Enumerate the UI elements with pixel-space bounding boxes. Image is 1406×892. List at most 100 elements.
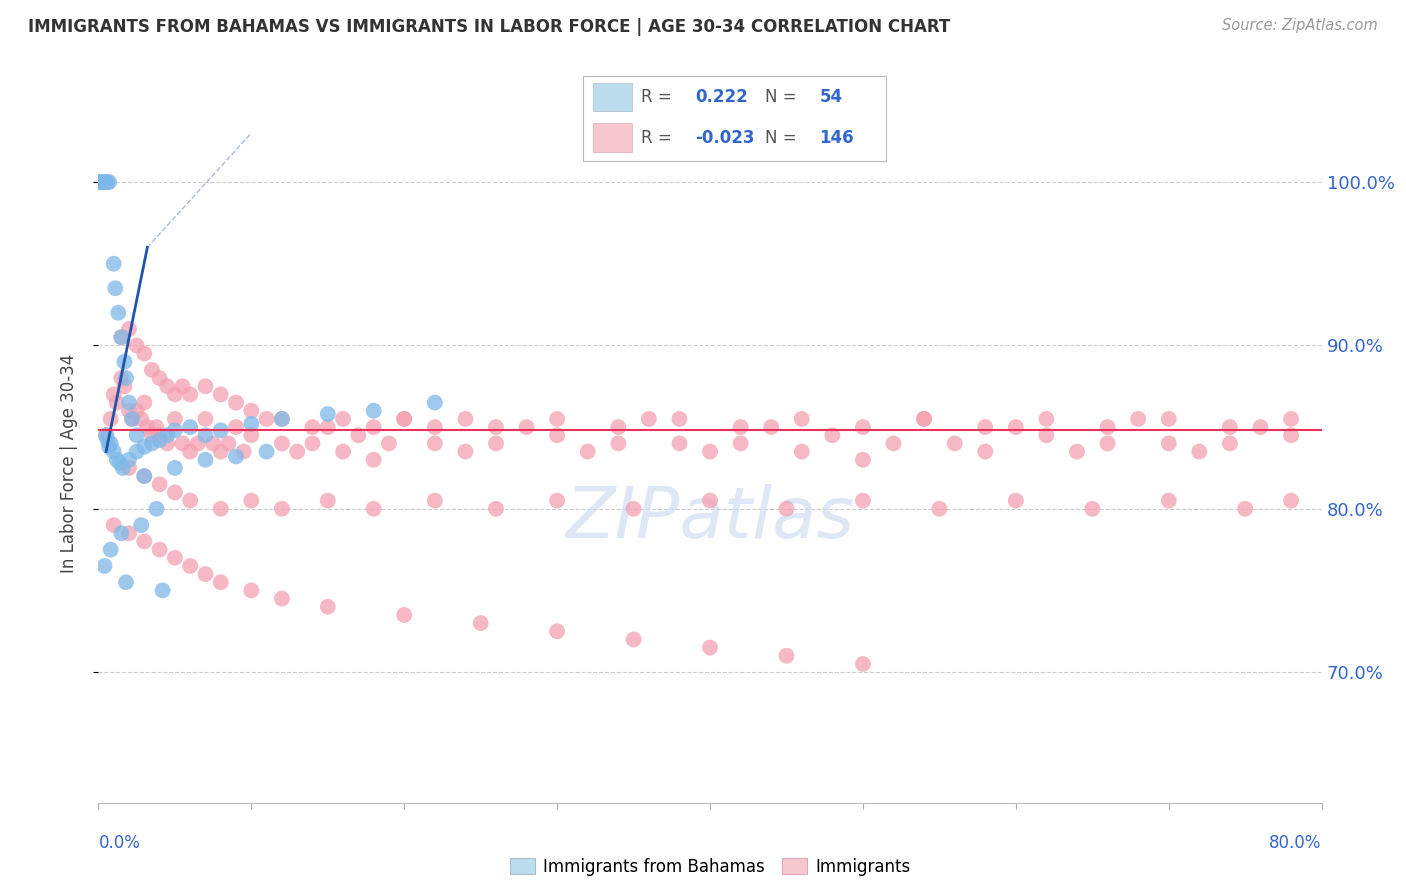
Point: [392, 412, 416, 426]
Point: [883, 436, 905, 450]
Point: [129, 518, 152, 533]
Point: [112, 379, 135, 393]
Point: [974, 444, 997, 458]
Point: [103, 387, 125, 401]
Point: [87, 175, 110, 189]
Text: 0.0%: 0.0%: [98, 834, 141, 852]
Point: [1157, 493, 1180, 508]
Legend: Immigrants from Bahamas, Immigrants: Immigrants from Bahamas, Immigrants: [503, 851, 917, 882]
Point: [485, 501, 508, 516]
Point: [668, 436, 690, 450]
Point: [194, 567, 217, 582]
Point: [912, 412, 935, 426]
Point: [100, 412, 122, 426]
Point: [1157, 436, 1180, 450]
Text: N =: N =: [765, 128, 796, 146]
Text: R =: R =: [641, 128, 672, 146]
Text: 146: 146: [820, 128, 853, 146]
Point: [316, 493, 339, 508]
Point: [852, 493, 875, 508]
Point: [1279, 493, 1302, 508]
Point: [270, 412, 294, 426]
Point: [363, 452, 385, 467]
Point: [928, 501, 950, 516]
Point: [179, 444, 201, 458]
Point: [240, 403, 263, 417]
Point: [217, 436, 239, 450]
Point: [454, 444, 477, 458]
Point: [194, 379, 217, 393]
Point: [1157, 412, 1180, 426]
Point: [485, 436, 508, 450]
Point: [270, 436, 294, 450]
Point: [163, 550, 186, 565]
Point: [145, 420, 167, 434]
Point: [1097, 420, 1119, 434]
Point: [363, 501, 385, 516]
Point: [163, 461, 186, 475]
Point: [105, 452, 128, 467]
Point: [121, 412, 143, 426]
Point: [1219, 420, 1241, 434]
Point: [125, 444, 148, 458]
Point: [699, 640, 721, 655]
Point: [134, 346, 156, 360]
Point: [270, 412, 294, 426]
Point: [423, 395, 446, 409]
Point: [332, 412, 354, 426]
Point: [179, 558, 201, 573]
Point: [125, 403, 148, 417]
Point: [775, 648, 797, 663]
Point: [943, 436, 966, 450]
Point: [423, 493, 446, 508]
Point: [118, 526, 141, 541]
Point: [87, 175, 110, 189]
Point: [392, 412, 416, 426]
Point: [730, 436, 752, 450]
Point: [104, 281, 127, 295]
Point: [240, 428, 263, 442]
Point: [91, 175, 114, 189]
Point: [232, 444, 254, 458]
Point: [821, 428, 844, 442]
Point: [134, 469, 156, 483]
Point: [454, 412, 477, 426]
Point: [240, 493, 263, 508]
Point: [546, 428, 568, 442]
Point: [110, 526, 132, 541]
Text: N =: N =: [765, 88, 796, 106]
Point: [149, 428, 172, 442]
Point: [149, 433, 172, 447]
Point: [112, 355, 135, 369]
Point: [1219, 436, 1241, 450]
Point: [546, 493, 568, 508]
Point: [546, 412, 568, 426]
Point: [136, 420, 159, 434]
Point: [209, 423, 232, 437]
Point: [194, 412, 217, 426]
Point: [125, 428, 148, 442]
Point: [332, 444, 354, 458]
Point: [141, 363, 163, 377]
Point: [699, 444, 721, 458]
Text: ZIPatlas: ZIPatlas: [565, 483, 855, 552]
Point: [790, 412, 813, 426]
Point: [301, 420, 323, 434]
Point: [1128, 412, 1150, 426]
Text: IMMIGRANTS FROM BAHAMAS VS IMMIGRANTS IN LABOR FORCE | AGE 30-34 CORRELATION CHA: IMMIGRANTS FROM BAHAMAS VS IMMIGRANTS IN…: [28, 18, 950, 36]
Point: [118, 403, 141, 417]
Point: [225, 420, 247, 434]
Point: [974, 420, 997, 434]
Point: [163, 485, 186, 500]
Point: [852, 452, 875, 467]
Point: [225, 450, 247, 464]
Point: [378, 436, 401, 450]
Point: [108, 456, 131, 470]
Point: [912, 412, 935, 426]
Point: [94, 428, 117, 442]
Point: [1035, 428, 1057, 442]
Point: [172, 379, 194, 393]
Point: [423, 436, 446, 450]
Point: [100, 542, 122, 557]
Point: [103, 257, 125, 271]
